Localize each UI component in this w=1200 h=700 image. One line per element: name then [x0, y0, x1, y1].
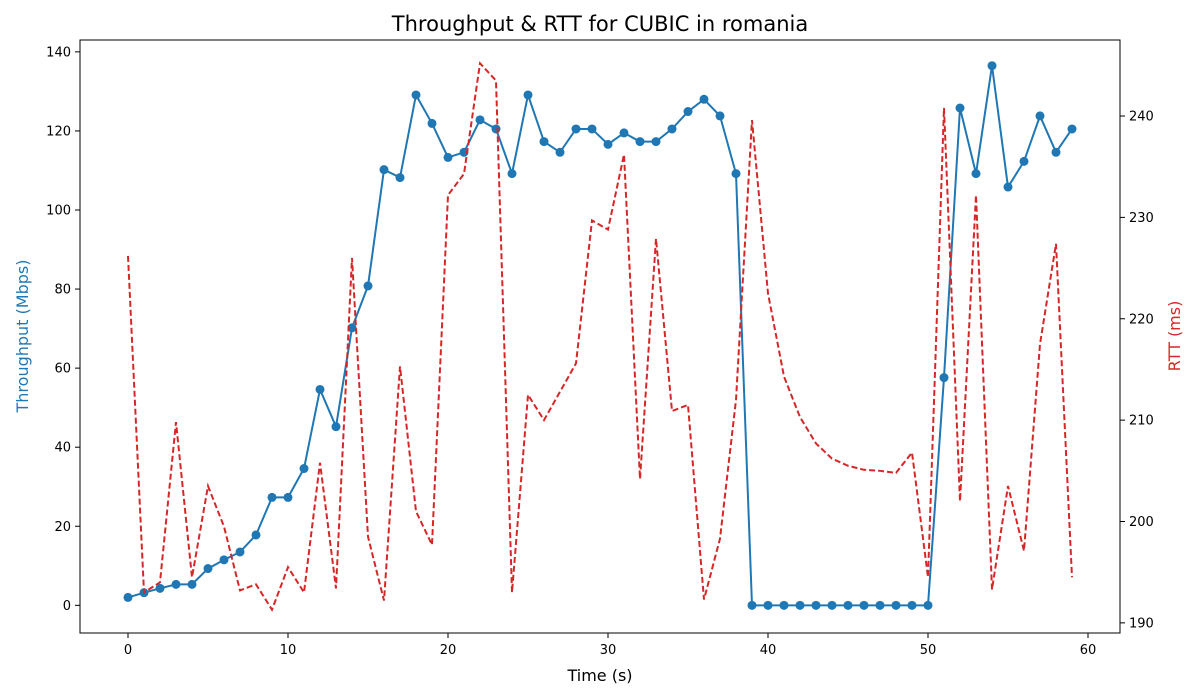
throughput-point	[731, 169, 741, 179]
chart-title: Throughput & RTT for CUBIC in romania	[391, 12, 808, 36]
throughput-point	[1051, 147, 1061, 157]
throughput-point	[603, 139, 613, 149]
x-tick-label: 0	[124, 643, 132, 658]
throughput-point	[363, 281, 373, 291]
y-left-tick-label: 40	[54, 441, 71, 456]
axes: 0 10 20 30 40 50 60 0 20 40 60 80 100 120 140 190 200 210…	[46, 39, 1154, 658]
plot-frame	[79, 39, 1121, 634]
y-right-tick-label: 240	[1129, 110, 1154, 125]
throughput-point	[859, 600, 869, 610]
throughput-point	[315, 384, 325, 394]
throughput-point	[827, 600, 837, 610]
throughput-point	[891, 600, 901, 610]
throughput-point	[395, 173, 405, 183]
throughput-point	[1067, 124, 1077, 134]
throughput-point	[267, 492, 277, 502]
y-left-tick-label: 20	[54, 520, 71, 535]
throughput-point	[443, 152, 453, 162]
throughput-point	[811, 600, 821, 610]
throughput-point	[747, 600, 757, 610]
y-left-tick-label: 100	[46, 203, 71, 218]
y-right-tick-label: 230	[1129, 211, 1154, 226]
throughput-point	[475, 115, 485, 125]
throughput-point	[875, 600, 885, 610]
y-left-tick-label: 140	[46, 45, 71, 60]
rtt-series-line	[127, 61, 1073, 612]
throughput-point	[459, 147, 469, 157]
throughput-point	[1035, 111, 1045, 121]
throughput-point	[619, 128, 629, 138]
throughput-point	[523, 90, 533, 100]
y-left-tick-label: 60	[54, 362, 71, 377]
throughput-point	[171, 579, 181, 589]
x-tick-label: 50	[920, 643, 937, 658]
y-left-tick-label: 80	[54, 283, 71, 298]
throughput-point	[683, 107, 693, 117]
throughput-point	[1019, 156, 1029, 166]
throughput-point	[235, 547, 245, 557]
throughput-point	[699, 94, 709, 104]
throughput-point	[219, 555, 229, 565]
throughput-point	[907, 600, 917, 610]
throughput-point	[795, 600, 805, 610]
throughput-point	[667, 124, 677, 134]
throughput-point	[779, 600, 789, 610]
x-tick-label: 60	[1080, 643, 1097, 658]
throughput-point	[651, 137, 661, 147]
x-tick-label: 10	[280, 643, 297, 658]
throughput-point	[923, 600, 933, 610]
y-right-tick-label: 220	[1129, 312, 1154, 327]
throughput-point	[987, 61, 997, 71]
throughput-point	[539, 137, 549, 147]
throughput-point	[155, 583, 165, 593]
throughput-point	[299, 464, 309, 474]
x-tick-label: 30	[600, 643, 617, 658]
throughput-point	[587, 124, 597, 134]
throughput-point	[251, 530, 261, 540]
y-right-tick-label: 200	[1129, 515, 1154, 530]
throughput-point	[715, 111, 725, 121]
x-tick-label: 40	[760, 643, 777, 658]
y-right-tick-label: 210	[1129, 414, 1154, 429]
throughput-point	[187, 579, 197, 589]
throughput-point	[635, 137, 645, 147]
throughput-point	[763, 600, 773, 610]
y-left-tick-label: 0	[63, 599, 71, 614]
throughput-series-line	[127, 65, 1073, 607]
throughput-point	[955, 103, 965, 113]
throughput-point	[507, 169, 517, 179]
x-axis-label: Time (s)	[566, 666, 632, 685]
throughput-point	[1003, 182, 1013, 192]
throughput-point	[411, 90, 421, 100]
throughput-point	[379, 165, 389, 175]
y-axis-left-label: Throughput (Mbps)	[13, 260, 32, 414]
y-left-tick-label: 120	[46, 124, 71, 139]
throughput-point	[571, 124, 581, 134]
x-tick-label: 20	[440, 643, 457, 658]
throughput-point	[123, 592, 133, 602]
throughput-point	[427, 118, 437, 128]
y-right-tick-label: 190	[1129, 616, 1154, 631]
throughput-point	[555, 147, 565, 157]
plot-area	[123, 61, 1077, 612]
throughput-point	[347, 323, 357, 333]
throughput-point	[331, 422, 341, 432]
throughput-point	[491, 124, 501, 134]
throughput-point	[283, 492, 293, 502]
throughput-point	[203, 564, 213, 574]
throughput-point	[971, 169, 981, 179]
y-axis-right-label: RTT (ms)	[1165, 301, 1184, 372]
throughput-point	[939, 373, 949, 383]
throughput-point	[843, 600, 853, 610]
